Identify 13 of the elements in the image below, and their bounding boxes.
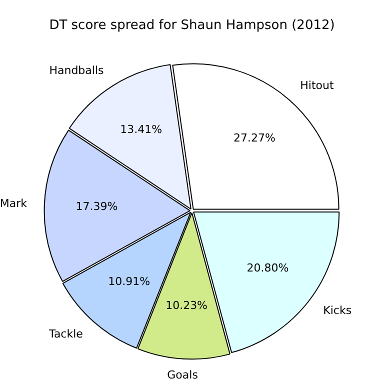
slice-label: Goals <box>167 368 198 382</box>
data-label: 20.80% <box>246 262 289 275</box>
slice-label: Mark <box>0 197 28 210</box>
data-label: 13.41% <box>120 123 162 136</box>
slice-label: Handballs <box>49 64 104 78</box>
slice-label: Tackle <box>48 328 84 341</box>
data-label: 10.91% <box>108 275 150 288</box>
chart-title: DT score spread for Shaun Hampson (2012) <box>49 18 335 34</box>
slice-label: Hitout <box>300 78 335 92</box>
slice-label: Kicks <box>323 304 352 318</box>
data-label: 10.23% <box>166 298 208 312</box>
data-label: 17.39% <box>76 200 118 213</box>
data-label: 27.27% <box>233 132 276 145</box>
